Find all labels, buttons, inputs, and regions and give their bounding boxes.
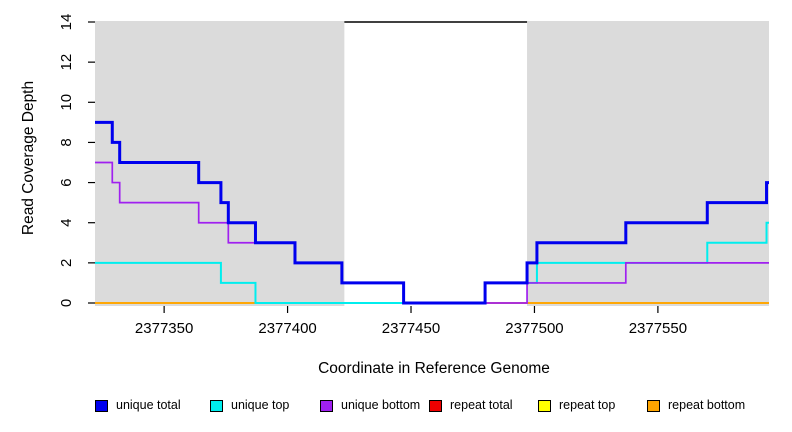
legend-label: unique top <box>231 398 290 412</box>
series-layer <box>95 120 769 305</box>
y-axis-tick-label: 14 <box>58 14 75 31</box>
y-axis-tick-label: 12 <box>58 54 75 71</box>
legend-item-unique-bottom: unique bottom <box>320 399 420 412</box>
x-axis-tick-label: 2377450 <box>382 320 440 337</box>
legend-swatch-repeat-total-icon <box>429 399 442 412</box>
masked-region-right <box>527 21 769 306</box>
legend-label: repeat total <box>450 398 513 412</box>
y-axis-tick-label: 2 <box>58 259 75 267</box>
legend-swatch-unique-top-icon <box>210 399 223 412</box>
x-axis-tick-label: 2377350 <box>135 320 193 337</box>
legend-item-unique-total: unique total <box>95 399 181 412</box>
y-axis-tick-label: 0 <box>58 299 75 307</box>
legend-swatch-unique-total-icon <box>95 399 108 412</box>
masked-regions-layer <box>95 21 769 306</box>
legend-label: unique total <box>116 398 181 412</box>
y-axis-tick-label: 6 <box>58 178 75 186</box>
legend-item-unique-top: unique top <box>210 399 289 412</box>
legend-swatch-unique-bottom-icon <box>320 399 333 412</box>
y-axis-tick-label: 4 <box>58 219 75 227</box>
legend-label: repeat bottom <box>668 398 746 412</box>
legend-swatch-repeat-top-icon <box>538 399 551 412</box>
x-axis-tick-label: 2377500 <box>505 320 563 337</box>
x-axis-tick-label: 2377550 <box>629 320 687 337</box>
legend-item-repeat-top: repeat top <box>538 399 615 412</box>
y-axis-title: Read Coverage Depth <box>20 81 37 235</box>
legend-label: unique bottom <box>341 398 421 412</box>
y-axis-tick-label: 10 <box>58 94 75 111</box>
x-axis-title: Coordinate in Reference Genome <box>318 360 550 377</box>
legend-item-repeat-bottom: repeat bottom <box>647 399 745 412</box>
legend-label: repeat top <box>559 398 616 412</box>
legend-item-repeat-total: repeat total <box>429 399 513 412</box>
legend-swatch-repeat-bottom-icon <box>647 399 660 412</box>
y-axis-tick-label: 8 <box>58 138 75 146</box>
series-unique-total <box>95 120 769 305</box>
x-axis-tick-label: 2377400 <box>258 320 316 337</box>
axes-layer: 2377350 2377400 2377450 2377500 2377550 0 2 4 6 8… <box>58 14 687 337</box>
